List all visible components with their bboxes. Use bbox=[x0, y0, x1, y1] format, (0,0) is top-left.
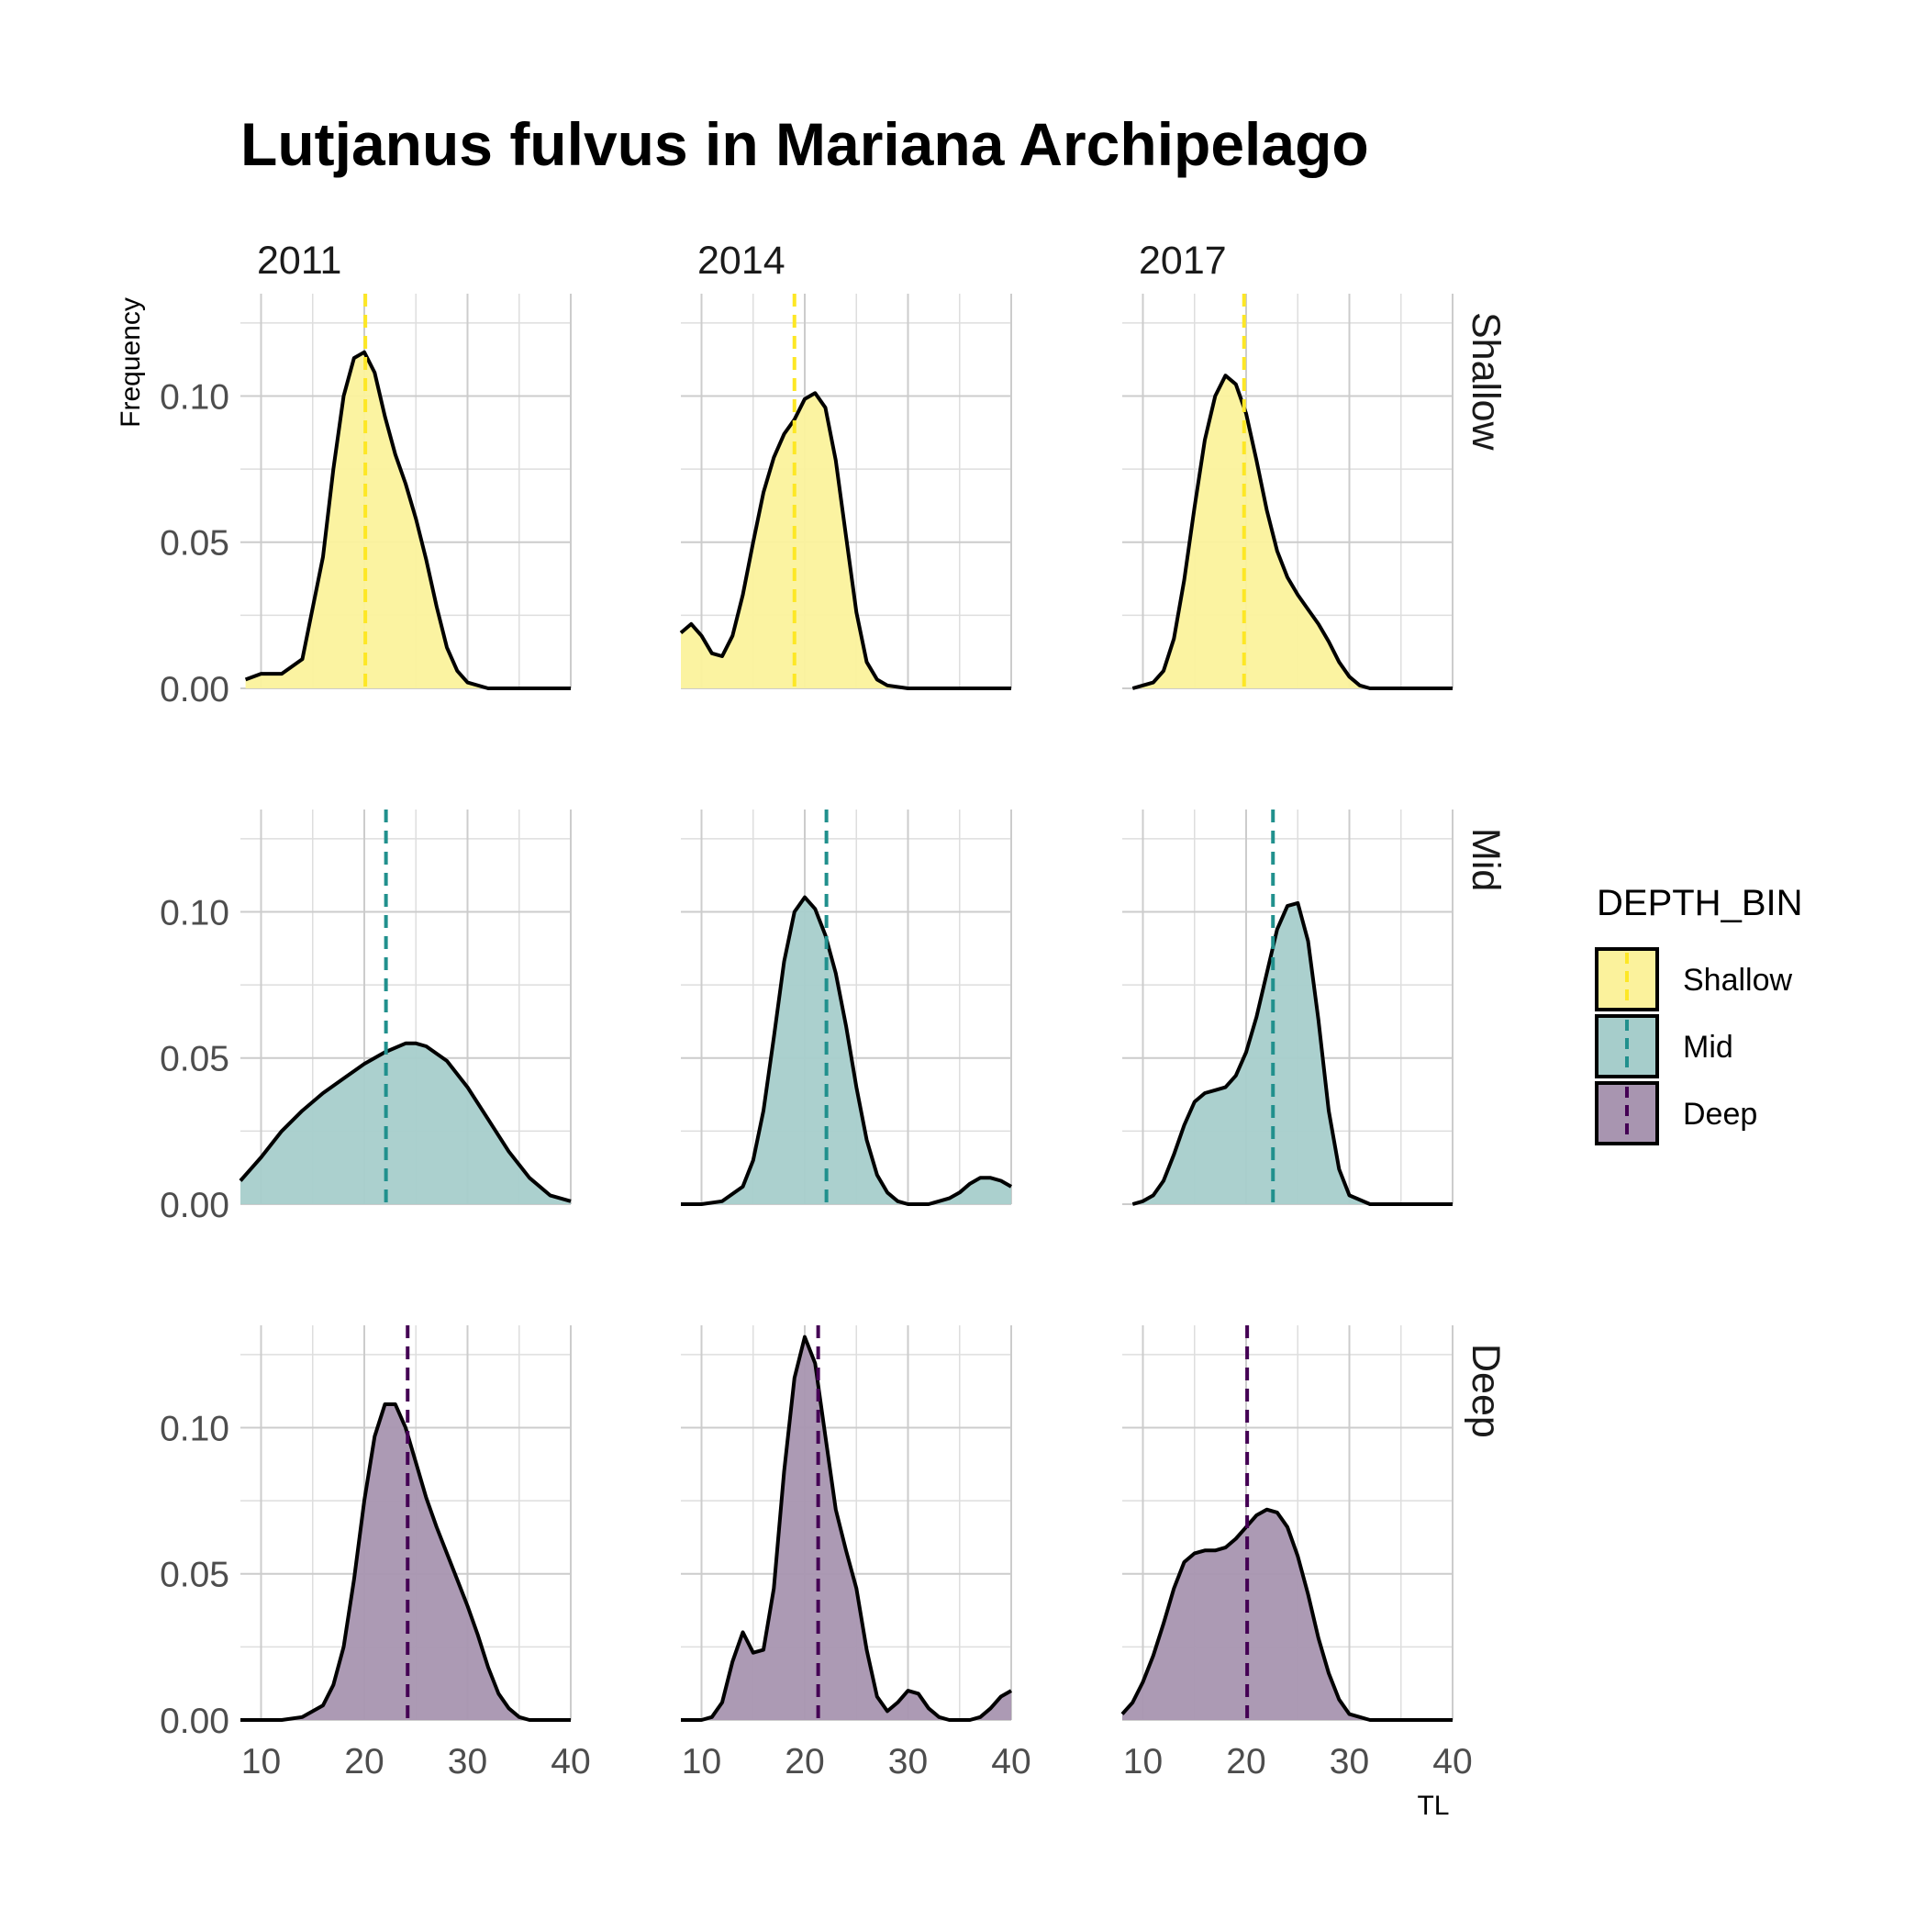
y-tick-label: 0.00 bbox=[160, 1702, 229, 1741]
strips-layer: 2011 2014 2017 Shallow Mid Deep bbox=[257, 239, 1508, 1438]
y-tick-label: 0.10 bbox=[160, 377, 229, 417]
density-line-deep-2017 bbox=[1120, 1507, 1453, 1722]
panel-shallow-2017 bbox=[1122, 294, 1454, 690]
legend-item-shallow: Shallow bbox=[1595, 947, 1793, 1011]
panel-shallow-2014 bbox=[679, 294, 1012, 690]
y-tick-label: 0.10 bbox=[160, 1409, 229, 1448]
density-area-deep-2014 bbox=[681, 1336, 1011, 1720]
panel-mid-2011: 0.00 0.05 0.10 bbox=[160, 810, 572, 1225]
legend: DEPTH_BIN Shallow Mid Deep bbox=[1595, 883, 1803, 1145]
density-area-mid-2011 bbox=[240, 1043, 571, 1204]
y-tick-label: 0.00 bbox=[160, 1186, 229, 1225]
density-line-deep-2014 bbox=[681, 1335, 1012, 1722]
panel-deep-2011: 0.00 0.05 0.10 10 20 30 40 bbox=[160, 1325, 591, 1781]
panels-layer: 0.00 0.05 0.10 0.00 0.05 0.10 0.00 0.05 0.10 10 20… bbox=[160, 294, 1473, 1781]
x-tick-label: 30 bbox=[1330, 1742, 1369, 1781]
panel-deep-2014: 10 20 30 40 bbox=[681, 1325, 1031, 1781]
density-line-shallow-2011 bbox=[244, 350, 571, 690]
panel-deep-2017: 10 20 30 40 bbox=[1120, 1325, 1473, 1781]
x-tick-label: 20 bbox=[785, 1742, 824, 1781]
facet-label-2011: 2011 bbox=[257, 239, 341, 283]
facet-label-deep: Deep bbox=[1464, 1344, 1508, 1438]
legend-title: DEPTH_BIN bbox=[1597, 883, 1803, 923]
density-area-mid-2014 bbox=[681, 897, 1011, 1204]
facet-label-mid: Mid bbox=[1464, 828, 1508, 891]
legend-item-deep: Deep bbox=[1595, 1081, 1757, 1145]
density-area-deep-2017 bbox=[1122, 1509, 1453, 1720]
density-line-shallow-2014 bbox=[679, 391, 1011, 690]
panel-mid-2017 bbox=[1122, 810, 1454, 1206]
x-tick-label: 40 bbox=[551, 1742, 590, 1781]
legend-label-mid: Mid bbox=[1683, 1030, 1733, 1065]
density-line-mid-2017 bbox=[1131, 900, 1453, 1206]
x-tick-label: 30 bbox=[448, 1742, 487, 1781]
chart-title: Lutjanus fulvus in Mariana Archipelago bbox=[240, 110, 1369, 178]
density-area-shallow-2017 bbox=[1132, 375, 1453, 688]
x-tick-label: 40 bbox=[1432, 1742, 1472, 1781]
x-tick-label: 20 bbox=[1226, 1742, 1265, 1781]
x-tick-label: 10 bbox=[241, 1742, 281, 1781]
legend-item-mid: Mid bbox=[1595, 1014, 1733, 1078]
x-tick-label: 30 bbox=[888, 1742, 928, 1781]
y-tick-label: 0.05 bbox=[160, 524, 229, 564]
facet-label-shallow: Shallow bbox=[1464, 312, 1508, 452]
density-area-shallow-2011 bbox=[245, 352, 571, 688]
x-tick-label: 10 bbox=[1123, 1742, 1163, 1781]
x-tick-label: 20 bbox=[344, 1742, 384, 1781]
density-line-shallow-2017 bbox=[1131, 374, 1453, 690]
density-line-mid-2011 bbox=[239, 1041, 572, 1203]
y-tick-label: 0.00 bbox=[160, 670, 229, 709]
density-area-deep-2011 bbox=[240, 1404, 571, 1720]
y-axis-label: Frequency bbox=[116, 297, 146, 428]
x-tick-label: 40 bbox=[991, 1742, 1030, 1781]
y-tick-label: 0.05 bbox=[160, 1556, 229, 1595]
panel-mid-2014 bbox=[681, 810, 1012, 1206]
density-area-mid-2017 bbox=[1132, 902, 1453, 1204]
y-tick-label: 0.05 bbox=[160, 1040, 229, 1079]
density-line-mid-2014 bbox=[681, 895, 1012, 1206]
legend-label-shallow: Shallow bbox=[1683, 963, 1793, 998]
legend-label-deep: Deep bbox=[1683, 1097, 1757, 1132]
panel-shallow-2011: 0.00 0.05 0.10 bbox=[160, 294, 572, 709]
facet-label-2014: 2014 bbox=[697, 239, 785, 283]
x-axis-label: TL bbox=[1417, 1791, 1449, 1821]
y-tick-label: 0.10 bbox=[160, 893, 229, 932]
x-tick-label: 10 bbox=[682, 1742, 721, 1781]
density-line-deep-2011 bbox=[240, 1402, 571, 1722]
facet-label-2017: 2017 bbox=[1139, 239, 1227, 283]
